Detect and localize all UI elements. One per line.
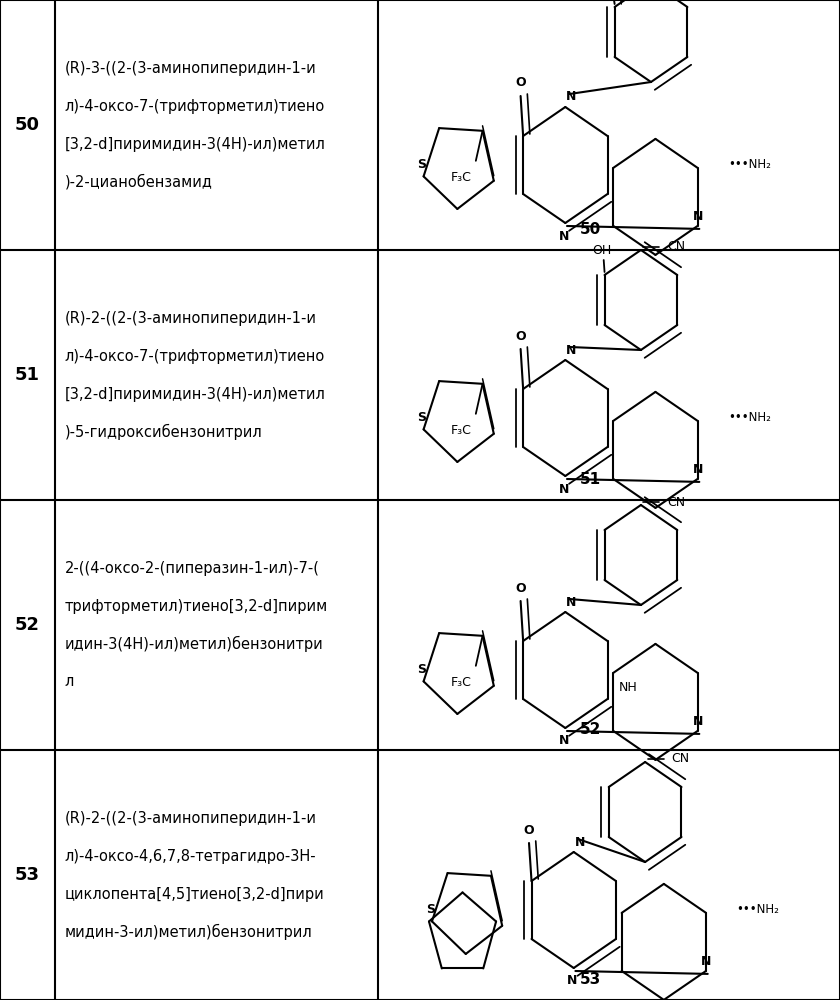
Text: N: N bbox=[559, 734, 569, 748]
Text: N: N bbox=[567, 974, 577, 988]
Text: S: S bbox=[426, 903, 435, 916]
Text: 2-((4-оксо-2-(пиперазин-1-ил)-7-(: 2-((4-оксо-2-(пиперазин-1-ил)-7-( bbox=[65, 560, 320, 576]
Text: F₃C: F₃C bbox=[451, 424, 472, 437]
Text: (R)-2-((2-(3-аминопиперидин-1-и: (R)-2-((2-(3-аминопиперидин-1-и bbox=[65, 311, 317, 326]
Text: циклопента[4,5]тиено[3,2-d]пири: циклопента[4,5]тиено[3,2-d]пири bbox=[65, 886, 324, 902]
Text: •••NH₂: •••NH₂ bbox=[737, 903, 780, 916]
Text: O: O bbox=[523, 824, 534, 836]
Text: (R)-2-((2-(3-аминопиперидин-1-и: (R)-2-((2-(3-аминопиперидин-1-и bbox=[65, 810, 317, 826]
Text: 52: 52 bbox=[15, 616, 39, 634]
Text: N: N bbox=[566, 595, 576, 608]
Text: CN: CN bbox=[667, 495, 685, 508]
Text: идин-3(4H)-ил)метил)бензонитри: идин-3(4H)-ил)метил)бензонитри bbox=[65, 636, 323, 652]
Text: F₃C: F₃C bbox=[451, 171, 472, 184]
Text: CN: CN bbox=[667, 240, 685, 253]
Text: N: N bbox=[692, 715, 703, 728]
Text: л: л bbox=[65, 674, 74, 690]
Text: [3,2-d]пиримидин-3(4H)-ил)метил: [3,2-d]пиримидин-3(4H)-ил)метил bbox=[65, 386, 326, 401]
Text: 52: 52 bbox=[580, 722, 601, 738]
Text: л)-4-оксо-7-(трифторметил)тиено: л)-4-оксо-7-(трифторметил)тиено bbox=[65, 349, 325, 364]
Text: O: O bbox=[515, 582, 526, 594]
Text: 51: 51 bbox=[580, 473, 601, 488]
Text: S: S bbox=[417, 663, 427, 676]
Text: [3,2-d]пиримидин-3(4H)-ил)метил: [3,2-d]пиримидин-3(4H)-ил)метил bbox=[65, 136, 326, 151]
Text: 53: 53 bbox=[15, 866, 39, 884]
Text: N: N bbox=[575, 836, 585, 848]
Text: OH: OH bbox=[592, 244, 612, 257]
Text: 53: 53 bbox=[580, 972, 601, 988]
Text: 51: 51 bbox=[15, 366, 39, 384]
Text: S: S bbox=[417, 411, 427, 424]
Text: •••NH₂: •••NH₂ bbox=[728, 158, 771, 171]
Text: N: N bbox=[692, 463, 703, 476]
Text: мидин-3-ил)метил)бензонитрил: мидин-3-ил)метил)бензонитрил bbox=[65, 924, 312, 940]
Text: N: N bbox=[559, 230, 569, 243]
Text: )-5-гидроксибензонитрил: )-5-гидроксибензонитрил bbox=[65, 424, 262, 440]
Text: 50: 50 bbox=[15, 116, 39, 134]
Text: трифторметил)тиено[3,2-d]пирим: трифторметил)тиено[3,2-d]пирим bbox=[65, 598, 328, 613]
Text: N: N bbox=[692, 210, 703, 223]
Text: •••NH₂: •••NH₂ bbox=[728, 411, 771, 424]
Text: O: O bbox=[515, 330, 526, 342]
Text: )-2-цианобензамид: )-2-цианобензамид bbox=[65, 174, 213, 190]
Text: CN: CN bbox=[671, 752, 690, 766]
Text: N: N bbox=[559, 483, 569, 496]
Text: F₃C: F₃C bbox=[451, 676, 472, 689]
Text: N: N bbox=[566, 344, 576, 357]
Text: O: O bbox=[515, 77, 526, 90]
Text: S: S bbox=[417, 158, 427, 171]
Text: N: N bbox=[566, 91, 576, 104]
Text: л)-4-оксо-7-(трифторметил)тиено: л)-4-оксо-7-(трифторметил)тиено bbox=[65, 99, 325, 114]
Text: NH: NH bbox=[619, 681, 638, 694]
Text: (R)-3-((2-(3-аминопиперидин-1-и: (R)-3-((2-(3-аминопиперидин-1-и bbox=[65, 61, 317, 76]
Text: N: N bbox=[701, 955, 711, 968]
Text: 50: 50 bbox=[580, 223, 601, 237]
Text: л)-4-оксо-4,6,7,8-тетрагидро-3H-: л)-4-оксо-4,6,7,8-тетрагидро-3H- bbox=[65, 848, 317, 863]
